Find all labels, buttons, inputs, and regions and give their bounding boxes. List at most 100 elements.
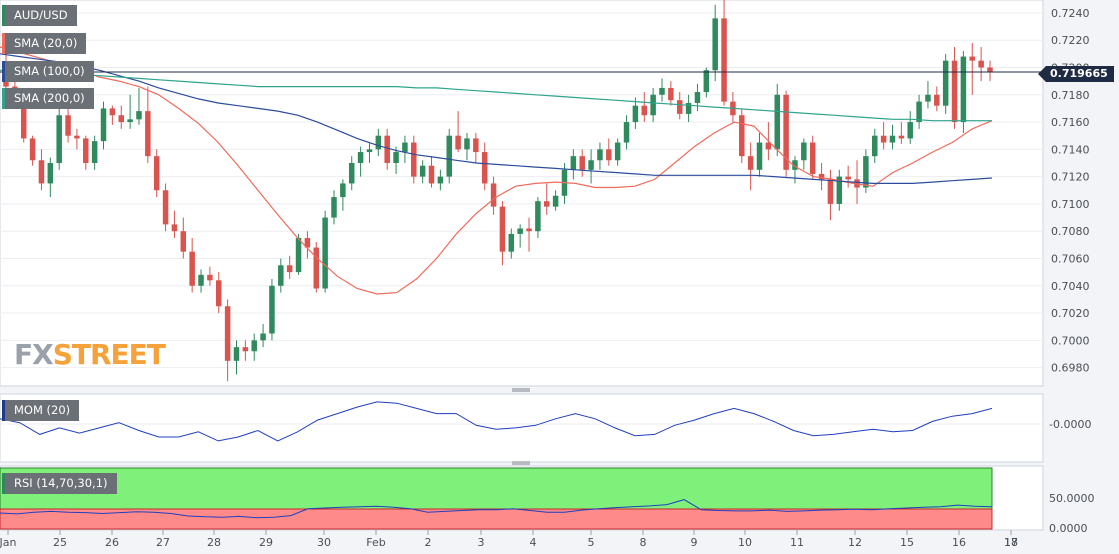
sma20-label[interactable]: SMA (20,0)	[2, 33, 87, 54]
x-tick-label: 10	[738, 536, 752, 549]
x-tick-label: 25	[53, 536, 67, 549]
candle-body	[313, 247, 320, 289]
candle	[198, 269, 204, 293]
candle	[251, 333, 257, 361]
y-tick-label: 0.7160	[1051, 116, 1090, 129]
candle-body	[278, 265, 284, 286]
candle-body	[747, 156, 754, 170]
candle-body	[83, 138, 89, 163]
candle-body	[872, 135, 878, 157]
candle-body	[552, 195, 559, 207]
x-tick-label: 26	[105, 536, 119, 549]
candle-body	[251, 340, 257, 352]
candle-body	[845, 176, 851, 180]
candle	[384, 128, 390, 170]
sma100-label[interactable]: SMA (100,0)	[2, 61, 94, 82]
candle	[446, 128, 452, 184]
candle-body	[703, 70, 710, 93]
candle	[588, 149, 594, 184]
rsi-label[interactable]: RSI (14,70,30,1)	[2, 473, 117, 494]
candle-body	[774, 94, 780, 150]
main-plot-area	[0, 0, 1043, 386]
candle	[880, 122, 887, 150]
sma-line-1	[0, 53, 993, 184]
candle-body	[216, 280, 222, 307]
candle	[295, 233, 302, 275]
candle-body	[694, 92, 701, 103]
candle-body	[242, 347, 249, 352]
candle	[207, 266, 213, 286]
candle	[517, 224, 523, 248]
sma200-label[interactable]: SMA (200,0)	[2, 88, 94, 109]
candle-body	[721, 18, 727, 102]
candle-body	[916, 101, 922, 123]
candle-body	[499, 206, 506, 252]
logo-fx: FX	[14, 338, 54, 371]
x-tick-label: 15	[900, 536, 914, 549]
candle	[171, 210, 178, 239]
candle	[455, 111, 461, 153]
candle	[481, 142, 488, 191]
x-tick-label: 18	[1004, 536, 1018, 549]
candle-body	[756, 142, 763, 170]
candle	[83, 135, 89, 170]
candle	[348, 156, 355, 191]
candle-body	[588, 160, 594, 170]
symbol-label[interactable]: AUD/USD	[2, 5, 77, 26]
candle	[712, 4, 718, 82]
candle-body	[792, 160, 798, 170]
candle-body	[960, 56, 967, 123]
candle	[614, 138, 621, 166]
candle	[118, 105, 124, 129]
candle-body	[348, 162, 355, 184]
candle	[322, 210, 328, 293]
candle	[91, 135, 98, 170]
mom-label[interactable]: MOM (20)	[2, 400, 80, 421]
rsi-line	[0, 499, 993, 519]
candle	[331, 190, 337, 225]
candle-body	[437, 176, 444, 184]
candle-body	[987, 67, 993, 72]
y-tick-label: 0.7140	[1051, 143, 1090, 156]
mom-line	[0, 401, 993, 442]
candle-body	[224, 306, 231, 361]
candle	[340, 179, 346, 211]
sma-line-0	[0, 46, 993, 295]
candle	[792, 156, 798, 184]
x-tick-label: Feb	[366, 536, 385, 549]
y-tick-label: 0.7020	[1051, 307, 1090, 320]
candle	[145, 86, 151, 163]
rsi-oversold-zone	[0, 508, 993, 530]
candle	[74, 128, 80, 150]
candle-body	[384, 135, 390, 163]
candle-body	[951, 60, 958, 123]
candle	[56, 108, 62, 170]
candle	[313, 242, 320, 293]
rsi-plot-border	[0, 465, 1044, 531]
x-tick-label: 12	[848, 536, 862, 549]
candle-body	[827, 179, 834, 204]
candle-body	[304, 238, 311, 248]
candle-body	[269, 285, 275, 334]
candle-body	[836, 176, 843, 204]
candle-body	[473, 138, 479, 153]
candle-body	[233, 347, 240, 361]
rsi-tick-label: 50.0000	[1049, 492, 1095, 505]
candle	[224, 299, 231, 382]
candle-body	[100, 108, 107, 142]
candle-body	[198, 274, 204, 286]
candle-body	[295, 238, 302, 273]
y-tick-label: 0.7000	[1051, 334, 1090, 347]
candle-body	[570, 156, 577, 170]
candle-body	[411, 142, 417, 177]
candle-body	[109, 108, 116, 116]
y-tick-label: 0.6980	[1051, 362, 1090, 375]
candle	[836, 169, 843, 211]
x-tick-label: 30	[317, 536, 331, 549]
candle-body	[544, 201, 550, 207]
mom-tick-label: -0.0000	[1049, 418, 1091, 431]
candle	[747, 142, 754, 191]
candle	[606, 138, 612, 166]
candle	[47, 157, 54, 198]
